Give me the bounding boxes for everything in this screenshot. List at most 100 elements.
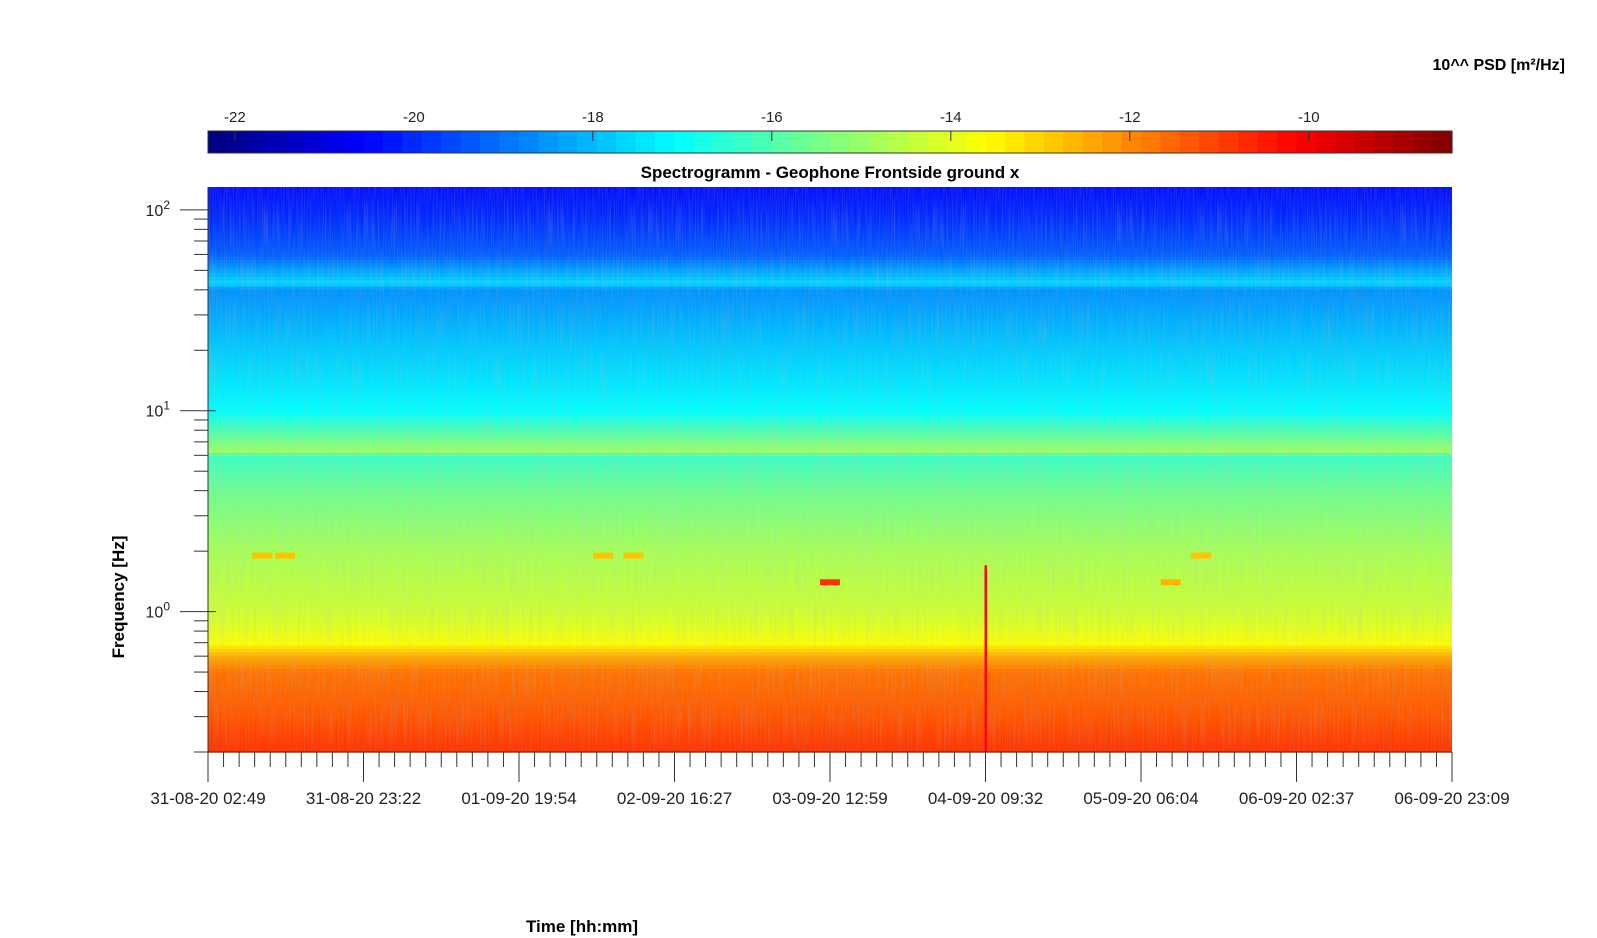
colorbar-strip — [1413, 131, 1434, 153]
colorbar-strip — [888, 131, 909, 153]
chart-title: Spectrogramm - Geophone Frontside ground… — [641, 163, 1020, 182]
y-tick-label-base: 10 — [146, 203, 164, 220]
colorbar-strip — [460, 131, 481, 153]
colorbar-strip — [344, 131, 365, 153]
colorbar-strip — [1374, 131, 1395, 153]
colorbar-strip — [752, 131, 773, 153]
colorbar-strip — [868, 131, 889, 153]
colorbar-label: 10^^ PSD [m²/Hz] — [1433, 57, 1565, 74]
colorbar-strip — [421, 131, 442, 153]
spectrogram-feature — [252, 552, 273, 559]
y-tick-label: 101 — [146, 399, 171, 421]
x-tick-label: 06-09-20 23:09 — [1394, 789, 1509, 808]
colorbar: -22 -20 -18 -16 -14 -12 -10 — [207, 109, 1453, 154]
x-tick-label: 01-09-20 19:54 — [461, 789, 576, 808]
colorbar-strip — [1354, 131, 1375, 153]
x-axis-label: Time [hh:mm] — [526, 917, 638, 936]
spectrogram-feature — [275, 552, 296, 559]
colorbar-strip — [1179, 131, 1200, 153]
colorbar-strip — [693, 131, 714, 153]
colorbar-strip — [538, 131, 559, 153]
spectrogram-spike — [984, 565, 987, 752]
colorbar-strip — [382, 131, 403, 153]
x-tick-label: 04-09-20 09:32 — [928, 789, 1043, 808]
colorbar-frame — [207, 130, 1453, 154]
colorbar-strip — [285, 131, 306, 153]
colorbar-tick-label: -16 — [761, 109, 783, 126]
colorbar-strip — [557, 131, 578, 153]
colorbar-strip — [577, 131, 598, 153]
colorbar-strip — [519, 131, 540, 153]
spectrogram-features — [252, 552, 1212, 752]
colorbar-strip — [305, 131, 326, 153]
x-tick-label: 05-09-20 06:04 — [1083, 789, 1198, 808]
colorbar-strip — [1218, 131, 1239, 153]
colorbar-strip — [1141, 131, 1162, 153]
colorbar-tick-label: -14 — [940, 109, 962, 126]
colorbar-strip — [1296, 131, 1317, 153]
colorbar-strip — [1063, 131, 1084, 153]
spectrogram-feature — [592, 552, 613, 559]
y-tick-label: 102 — [146, 198, 171, 220]
colorbar-strip — [830, 131, 851, 153]
colorbar-strip — [402, 131, 423, 153]
colorbar-strip — [946, 131, 967, 153]
colorbar-strips — [208, 131, 1453, 153]
spectrogram-feature — [623, 552, 644, 559]
colorbar-strip — [1238, 131, 1259, 153]
spectrogram-feature — [820, 579, 840, 586]
colorbar-strip — [907, 131, 928, 153]
x-axis: 31-08-20 02:49 31-08-20 23:22 01-09-20 19:… — [150, 751, 1510, 808]
y-tick-label-base: 10 — [146, 404, 164, 421]
colorbar-strip — [674, 131, 695, 153]
colorbar-strip — [1257, 131, 1278, 153]
colorbar-strip — [596, 131, 617, 153]
colorbar-ticks: -22 -20 -18 -16 -14 -12 -10 — [224, 109, 1320, 141]
y-tick-label-base: 10 — [146, 605, 164, 622]
plot-area — [208, 187, 1452, 753]
colorbar-strip — [1393, 131, 1414, 153]
colorbar-tick-label: -22 — [224, 109, 246, 126]
colorbar-strip — [966, 131, 987, 153]
colorbar-tick-label: -12 — [1119, 109, 1141, 126]
colorbar-strip — [441, 131, 462, 153]
colorbar-strip — [266, 131, 287, 153]
heatmap-noise-texture — [208, 187, 1452, 752]
spectrogram-feature — [1191, 552, 1212, 559]
colorbar-strip — [655, 131, 676, 153]
colorbar-strip — [324, 131, 345, 153]
colorbar-strip — [985, 131, 1006, 153]
colorbar-strip — [1315, 131, 1336, 153]
x-tick-label: 31-08-20 23:22 — [306, 789, 421, 808]
colorbar-strip — [208, 131, 229, 153]
colorbar-strip — [771, 131, 792, 153]
spectrogram-feature — [1160, 579, 1181, 586]
colorbar-strip — [480, 131, 501, 153]
colorbar-strip — [227, 131, 248, 153]
colorbar-strip — [1160, 131, 1181, 153]
colorbar-strip — [246, 131, 267, 153]
colorbar-tick-label: -20 — [403, 109, 425, 126]
colorbar-strip — [713, 131, 734, 153]
colorbar-strip — [499, 131, 520, 153]
colorbar-strip — [1335, 131, 1356, 153]
y-tick-label-exponent: 1 — [163, 399, 170, 413]
colorbar-strip — [635, 131, 656, 153]
colorbar-strip — [1432, 131, 1453, 153]
colorbar-strip — [1043, 131, 1064, 153]
colorbar-strip — [1102, 131, 1123, 153]
colorbar-strip — [791, 131, 812, 153]
colorbar-strip — [1082, 131, 1103, 153]
colorbar-strip — [363, 131, 384, 153]
x-tick-label: 06-09-20 02:37 — [1239, 789, 1354, 808]
colorbar-tick-label: -18 — [582, 109, 604, 126]
x-tick-label: 31-08-20 02:49 — [150, 789, 265, 808]
colorbar-strip — [1277, 131, 1298, 153]
y-tick-label-exponent: 2 — [163, 198, 170, 212]
colorbar-strip — [1004, 131, 1025, 153]
colorbar-strip — [927, 131, 948, 153]
x-tick-label: 02-09-20 16:27 — [617, 789, 732, 808]
colorbar-strip — [616, 131, 637, 153]
